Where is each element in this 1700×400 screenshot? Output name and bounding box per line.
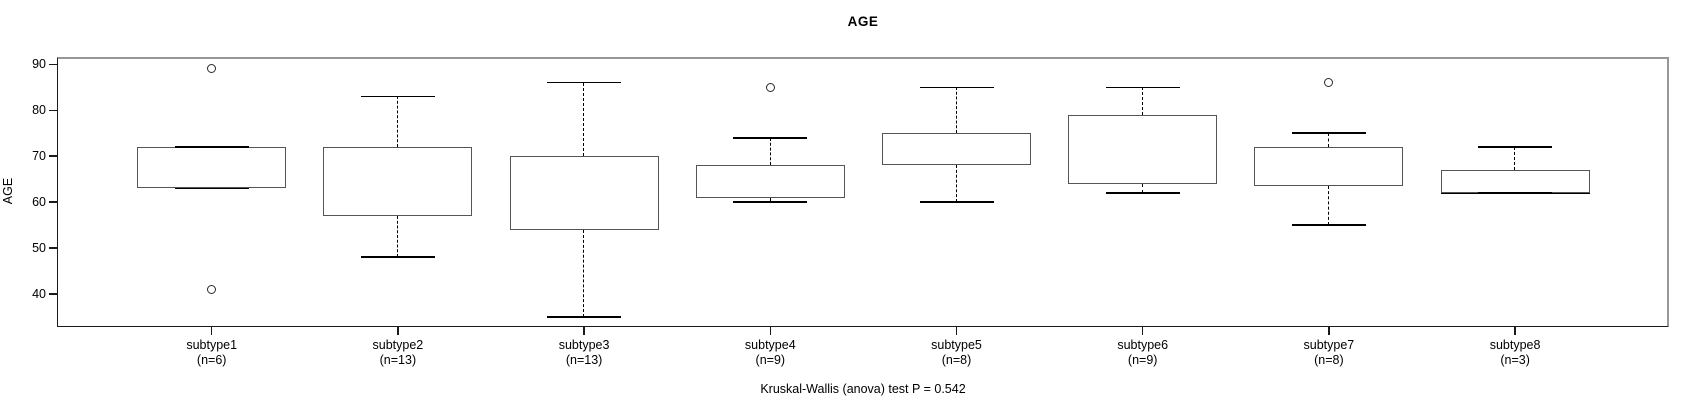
group-label: subtype8 (n=3): [1430, 338, 1600, 368]
group-name: subtype6: [1117, 338, 1169, 352]
group-label: subtype3 (n=13): [499, 338, 669, 368]
y-axis-tick-label: 80: [32, 103, 46, 118]
lower-whisker-cap: [733, 201, 808, 203]
group-label: subtype7 (n=8): [1244, 338, 1414, 368]
group-label: subtype5 (n=8): [872, 338, 1042, 368]
group-name: subtype3: [558, 338, 610, 352]
upper-whisker-line: [583, 82, 585, 157]
group-count: (n=3): [1500, 353, 1530, 367]
y-axis-tick-label: 50: [32, 241, 46, 256]
group-count: (n=13): [379, 353, 417, 367]
group-name: subtype7: [1303, 338, 1355, 352]
group-label: subtype6 (n=9): [1058, 338, 1228, 368]
outlier-point: [207, 284, 217, 294]
y-axis-tick: [49, 247, 57, 249]
stat-test-caption: Kruskal-Wallis (anova) test P = 0.542: [760, 382, 966, 396]
y-axis-tick: [49, 201, 57, 203]
upper-whisker-line: [1141, 87, 1143, 115]
y-axis-tick-label: 90: [32, 57, 46, 72]
lower-whisker-cap: [360, 256, 435, 258]
iqr-box: [882, 133, 1031, 166]
group-label: subtype1 (n=6): [127, 338, 297, 368]
upper-whisker-line: [1328, 133, 1330, 147]
iqr-box: [1440, 169, 1590, 193]
x-axis-tick: [1328, 327, 1330, 335]
y-axis-tick-label: 60: [32, 195, 46, 210]
group-name: subtype1: [186, 338, 238, 352]
lower-whisker-line: [1328, 186, 1330, 226]
group-name: subtype8: [1489, 338, 1541, 352]
x-axis-tick: [1141, 327, 1144, 335]
plot-frame: [57, 57, 1669, 327]
iqr-box: [695, 165, 845, 198]
outlier-point: [207, 64, 217, 74]
group-count: (n=8): [1314, 353, 1344, 367]
group-label: subtype4 (n=9): [685, 338, 855, 368]
upper-whisker-line: [1514, 147, 1516, 170]
lower-whisker-line: [397, 215, 399, 258]
lower-whisker-line: [583, 229, 585, 317]
y-axis-tick-label: 70: [32, 149, 46, 164]
group-count: (n=8): [941, 353, 972, 367]
x-axis-tick: [769, 327, 772, 335]
iqr-box: [137, 147, 287, 189]
group-name: subtype5: [931, 338, 982, 352]
lower-whisker-cap: [547, 316, 622, 318]
y-axis-tick-label: 40: [32, 286, 46, 301]
group-count: (n=9): [1127, 353, 1158, 367]
lower-whisker-line: [1141, 183, 1143, 193]
upper-whisker-line: [397, 96, 399, 147]
outlier-point: [765, 82, 775, 92]
x-axis-tick: [955, 327, 958, 335]
upper-whisker-line: [769, 137, 771, 166]
outlier-point: [1324, 78, 1334, 88]
iqr-box: [323, 147, 473, 216]
y-axis-tick: [49, 109, 57, 111]
x-axis-tick: [583, 327, 585, 335]
upper-whisker-cap: [174, 146, 249, 148]
y-axis-tick: [49, 293, 57, 295]
lower-whisker-cap: [1105, 192, 1180, 194]
iqr-box: [509, 156, 659, 230]
x-axis-tick: [397, 327, 399, 335]
group-label: subtype2 (n=13): [313, 338, 483, 368]
lower-whisker-cap: [919, 201, 994, 203]
iqr-box: [1254, 147, 1404, 187]
group-name: subtype4: [744, 338, 796, 352]
iqr-box: [1068, 114, 1218, 184]
y-axis-tick: [49, 63, 57, 66]
lower-whisker-cap: [1478, 192, 1553, 194]
chart-title: AGE: [847, 14, 879, 29]
x-axis-tick: [210, 327, 213, 335]
lower-whisker-cap: [1291, 224, 1366, 226]
upper-whisker-line: [955, 87, 957, 134]
x-axis-tick: [1514, 327, 1516, 335]
lower-whisker-line: [955, 165, 957, 203]
y-axis-tick: [49, 155, 57, 157]
group-name: subtype2: [372, 338, 424, 352]
y-axis-label: AGE: [1, 177, 15, 205]
group-count: (n=6): [196, 353, 227, 367]
lower-whisker-cap: [174, 187, 249, 190]
group-count: (n=9): [755, 353, 786, 367]
lower-whisker-line: [769, 197, 771, 203]
group-count: (n=13): [565, 353, 603, 367]
